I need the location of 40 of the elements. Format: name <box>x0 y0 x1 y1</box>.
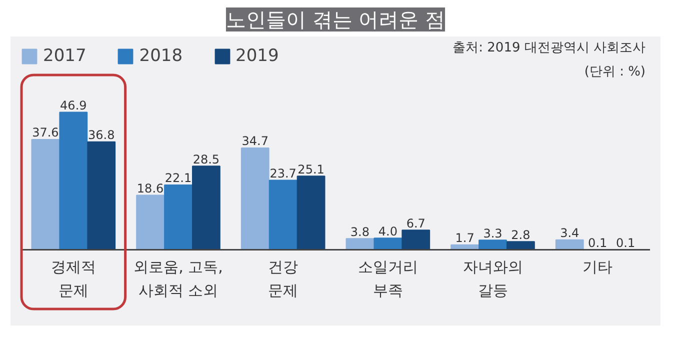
x-tick-label: 자녀와의 갈등 <box>462 258 523 300</box>
data-label: 25.1 <box>298 162 324 176</box>
x-tick-label: 기타 <box>582 258 613 276</box>
data-label: 3.4 <box>560 226 580 240</box>
chart-title: 노인들이 겪는 어려운 점 <box>226 8 446 32</box>
source-note: 출처: 2019 대전광역시 사회조사 <box>452 40 646 56</box>
data-label: 0.1 <box>616 236 636 250</box>
bar <box>402 230 430 250</box>
data-label: 46.9 <box>60 98 87 112</box>
data-label: 0.1 <box>588 236 608 250</box>
legend-label: 2017 <box>43 46 86 66</box>
data-label: 28.5 <box>192 152 220 166</box>
bar <box>164 184 192 250</box>
x-tick-label: 건강 문제 <box>268 258 298 300</box>
text: (단위 : %) <box>584 64 646 80</box>
data-label: 6.7 <box>406 216 426 230</box>
bar <box>268 180 298 250</box>
bar <box>59 112 88 250</box>
data-label: 22.1 <box>164 171 192 186</box>
bar <box>240 147 270 250</box>
x-tick-label: 경제적 문제 <box>50 258 96 300</box>
bar <box>87 141 116 250</box>
x-tick-label: 외로움, 고독, 사회적 소외 <box>134 258 223 300</box>
bar <box>136 194 164 250</box>
data-label: 3.3 <box>483 226 502 240</box>
bar <box>296 176 326 250</box>
data-label: 1.7 <box>455 231 474 246</box>
data-label: 2.8 <box>511 228 530 242</box>
x-tick-label: 소일거리 부족 <box>358 258 418 300</box>
legend-label: 2018 <box>139 46 183 66</box>
data-label: 23.7 <box>270 166 296 181</box>
data-label: 18.6 <box>136 181 164 196</box>
data-label: 34.7 <box>242 134 268 148</box>
bar <box>31 138 60 250</box>
data-label: 3.8 <box>350 224 370 239</box>
data-label: 37.6 <box>32 126 59 140</box>
data-label: 36.8 <box>88 128 115 142</box>
bar <box>192 166 220 250</box>
data-label: 4.0 <box>378 224 398 238</box>
legend-label: 2019 <box>236 46 279 66</box>
